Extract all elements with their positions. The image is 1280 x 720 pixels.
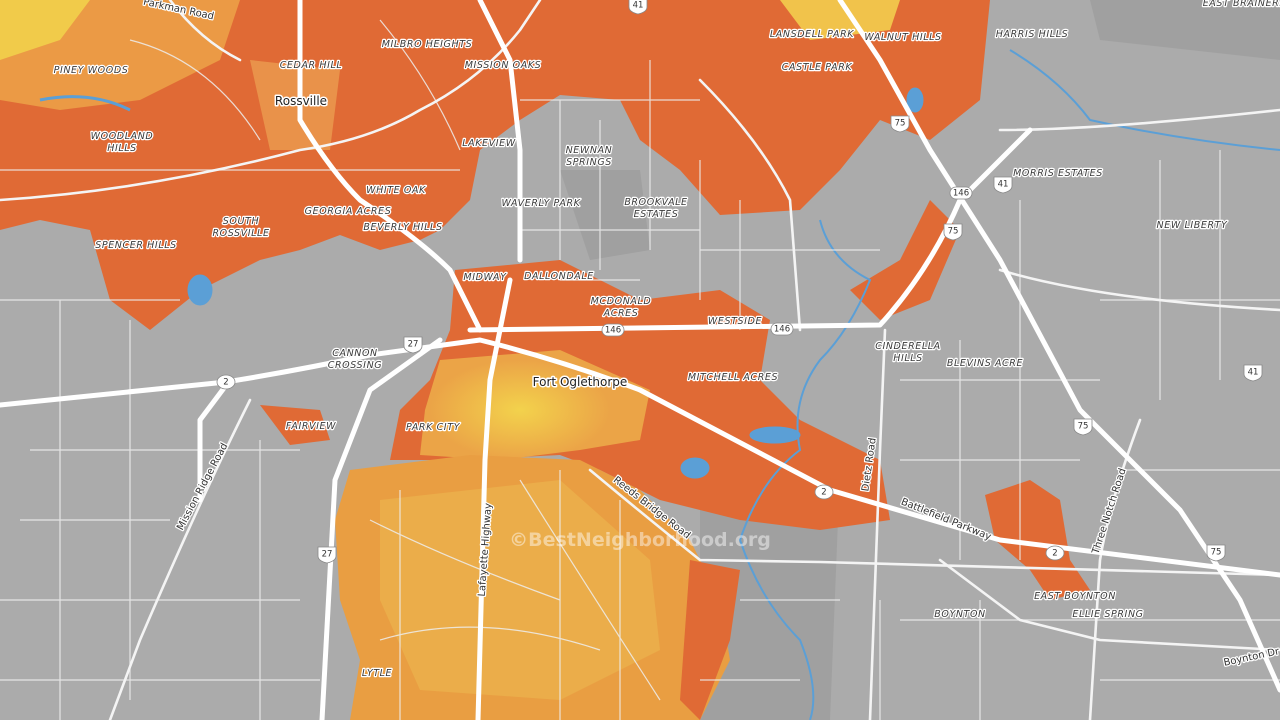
place-label: WAVERLY PARK [501,198,580,209]
minor-roads [0,19,1280,720]
route-shield: 146 [953,189,969,199]
place-label: PINEY WOODS [54,65,129,76]
place-label: SOUTH ROSSVILLE [212,216,269,239]
route-shield: 41 [998,180,1009,190]
water [39,49,1280,720]
town-label: Rossville [275,94,327,108]
route-shield: 75 [895,119,906,129]
route-shield: 41 [1248,368,1259,378]
route-shield: 75 [1078,422,1089,432]
place-label: NEWNAN SPRINGS [566,145,613,168]
heat-overlay [0,0,1090,720]
place-label: WOODLAND HILLS [91,131,154,154]
place-label: BOYNTON [934,609,986,620]
place-label: CASTLE PARK [782,62,853,73]
place-label: LANSDELL PARK [770,29,854,40]
route-shield: 75 [1211,548,1222,558]
route-shield: 27 [322,550,333,560]
place-label: MILBRO HEIGHTS [382,39,473,50]
place-label: EAST BRAINERD [1203,0,1280,9]
town-label: Fort Oglethorpe [533,375,628,389]
place-label: GEORGIA ACRES [305,206,392,217]
place-label: WALNUT HILLS [864,32,941,43]
place-label: NEW LIBERTY [1157,220,1229,231]
place-label: MISSION OAKS [465,60,542,71]
place-label: FAIRVIEW [286,421,336,432]
place-label: CANNON CROSSING [328,348,383,371]
place-label: MITCHELL ACRES [688,372,778,383]
place-label: EAST BOYNTON [1034,591,1116,602]
place-label: BEVERLY HILLS [363,222,442,233]
place-label: CEDAR HILL [280,60,343,71]
place-labels: MILBRO HEIGHTS MISSION OAKS LANSDELL PAR… [52,0,1280,680]
route-shield: 2 [821,488,826,498]
route-shield: 41 [633,1,644,11]
place-label: ELLIE SPRING [1072,609,1143,620]
place-label: LAKEVIEW [462,138,516,149]
route-shield: 146 [605,326,621,336]
route-shield: 27 [408,340,419,350]
urban-areas [560,0,1280,720]
place-label: DALLONDALE [524,271,594,282]
place-label: WESTSIDE [708,316,762,327]
watermark: ©BestNeighborhood.org [509,529,771,551]
place-label: BROOKVALE ESTATES [624,197,687,220]
route-shield: 2 [1052,549,1057,559]
place-label: BLEVINS ACRE [947,358,1023,369]
place-label: PARK CITY [406,422,461,433]
place-label: CINDERELLA HILLS [875,341,941,364]
route-shield: 2 [223,378,228,388]
place-label: MORRIS ESTATES [1013,168,1103,179]
route-shields: 41 41 41 75 75 75 75 146 146 146 27 27 2… [216,0,1263,564]
route-shield: 146 [774,325,790,335]
place-label: HARRIS HILLS [996,29,1068,40]
place-label: MIDWAY [463,272,507,283]
place-label: SPENCER HILLS [95,240,177,251]
place-label: WHITE OAK [366,185,426,196]
place-label: LYTLE [362,668,392,679]
place-label: MCDONALD ACRES [591,296,652,319]
route-shield: 75 [948,227,959,237]
